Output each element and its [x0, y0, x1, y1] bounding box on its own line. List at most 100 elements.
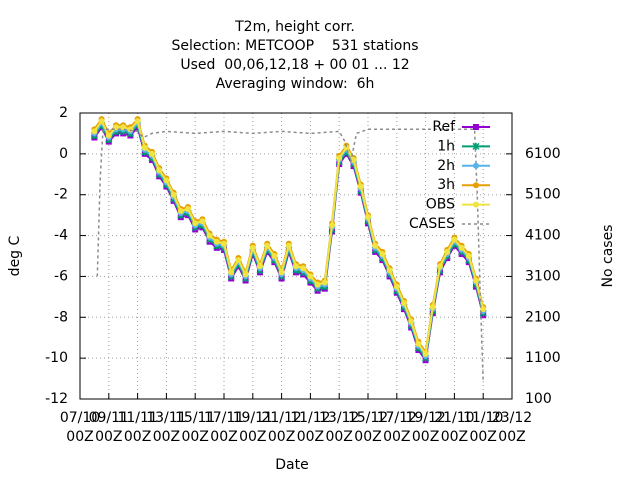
x-tick-hour: 00Z — [210, 429, 237, 445]
data-point — [91, 128, 98, 135]
x-tick-label: 21/12 — [261, 410, 301, 426]
data-point — [458, 244, 465, 251]
y-tick-label: -10 — [45, 350, 68, 366]
data-point — [444, 248, 451, 255]
data-point — [343, 144, 350, 151]
x-tick-hour: 00Z — [268, 429, 295, 445]
legend-label: CASES — [409, 216, 455, 232]
data-point — [386, 267, 393, 274]
data-point — [480, 306, 487, 313]
x-tick-label: 17/11 — [204, 410, 244, 426]
chart-title: T2m, height corr. — [234, 19, 355, 35]
data-point — [329, 222, 335, 229]
chart-title: Averaging window: 6h — [216, 76, 375, 92]
data-point — [242, 271, 249, 278]
y2-axis-label: No cases — [600, 225, 616, 288]
x-tick-label: 07/10 — [60, 410, 100, 426]
y2-tick-label: 6100 — [525, 146, 561, 162]
data-point — [314, 281, 321, 288]
data-point — [393, 283, 400, 290]
x-tick-label: 11/12 — [290, 410, 330, 426]
data-point — [422, 351, 429, 358]
data-point — [271, 253, 278, 259]
x-tick-hour: 00Z — [239, 429, 266, 445]
x-tick-hour: 00Z — [469, 429, 496, 445]
data-point — [285, 242, 292, 249]
x-tick-hour: 00Z — [181, 429, 208, 445]
legend-label: 2h — [437, 158, 455, 174]
x-tick-label: 09/11 — [89, 410, 129, 426]
data-point — [372, 242, 379, 249]
data-point — [437, 263, 443, 270]
data-point — [249, 244, 256, 251]
y-tick-label: -6 — [54, 268, 68, 284]
y-tick-label: -2 — [54, 187, 68, 203]
data-point — [379, 250, 386, 257]
x-tick-hour: 00Z — [297, 429, 324, 445]
x-tick-hour: 00Z — [325, 429, 352, 445]
x-tick-label: 11/11 — [117, 410, 157, 426]
x-tick-hour: 00Z — [498, 429, 525, 445]
data-point — [98, 118, 105, 125]
x-tick-hour: 00Z — [95, 429, 122, 445]
y-tick-label: 0 — [59, 146, 68, 162]
legend-marker — [473, 162, 479, 169]
data-point — [264, 242, 271, 249]
legend-marker — [473, 182, 479, 189]
data-point — [141, 144, 148, 151]
y-tick-label: -4 — [54, 228, 68, 244]
data-point — [199, 218, 206, 225]
data-point — [127, 126, 134, 133]
data-point — [228, 269, 235, 276]
x-tick-hour: 00Z — [383, 429, 410, 445]
data-point — [206, 232, 213, 239]
data-point — [185, 206, 191, 213]
x-tick-hour: 00Z — [412, 429, 439, 445]
data-point — [235, 257, 242, 264]
x-tick-label: 23/12 — [492, 410, 532, 426]
legend-marker — [473, 201, 479, 208]
data-point — [451, 236, 458, 243]
data-point — [365, 214, 371, 221]
data-point — [350, 156, 357, 163]
data-point — [221, 240, 227, 247]
data-point — [307, 273, 314, 280]
data-point — [429, 304, 436, 311]
data-point — [357, 183, 364, 190]
y2-tick-label: 1100 — [525, 350, 561, 366]
x-tick-label: 15/12 — [348, 410, 388, 426]
y-tick-label: -8 — [54, 309, 68, 325]
data-point — [473, 277, 479, 284]
data-point — [336, 154, 343, 161]
y2-tick-label: 4100 — [525, 228, 561, 244]
plot-lines — [90, 116, 487, 383]
x-tick-hour: 00Z — [153, 429, 180, 445]
y2-tick-label: 3100 — [525, 268, 561, 284]
x-tick-hour: 00Z — [354, 429, 381, 445]
labels: Date deg C No cases T2m, height corr. Sel… — [7, 19, 616, 473]
series-markers — [91, 118, 487, 358]
y2-tick-label: 2100 — [525, 309, 561, 325]
data-point — [278, 269, 285, 276]
legend-marker — [473, 124, 479, 130]
x-tick-label: 21/10 — [434, 410, 474, 426]
data-point — [105, 132, 112, 139]
data-point — [170, 191, 177, 198]
data-point — [149, 150, 155, 157]
chart-title: Used 00,06,12,18 + 00 01 ... 12 — [180, 57, 409, 73]
data-point — [213, 238, 220, 245]
y-tick-label: -12 — [45, 391, 68, 407]
y-tick-label: 2 — [59, 105, 68, 121]
legend-label: OBS — [426, 197, 455, 213]
legend-label: 1h — [437, 138, 455, 154]
chart-title: Selection: METCOOP 531 stations — [171, 38, 418, 54]
legend-marker — [472, 142, 480, 150]
x-tick-label: 13/11 — [146, 410, 186, 426]
x-tick-label: 19/11 — [233, 410, 273, 426]
x-tick-hour: 00Z — [124, 429, 151, 445]
x-tick-hour: 00Z — [66, 429, 93, 445]
legend-label: Ref — [432, 119, 456, 135]
x-tick-label: 11/10 — [463, 410, 503, 426]
data-point — [300, 265, 307, 272]
